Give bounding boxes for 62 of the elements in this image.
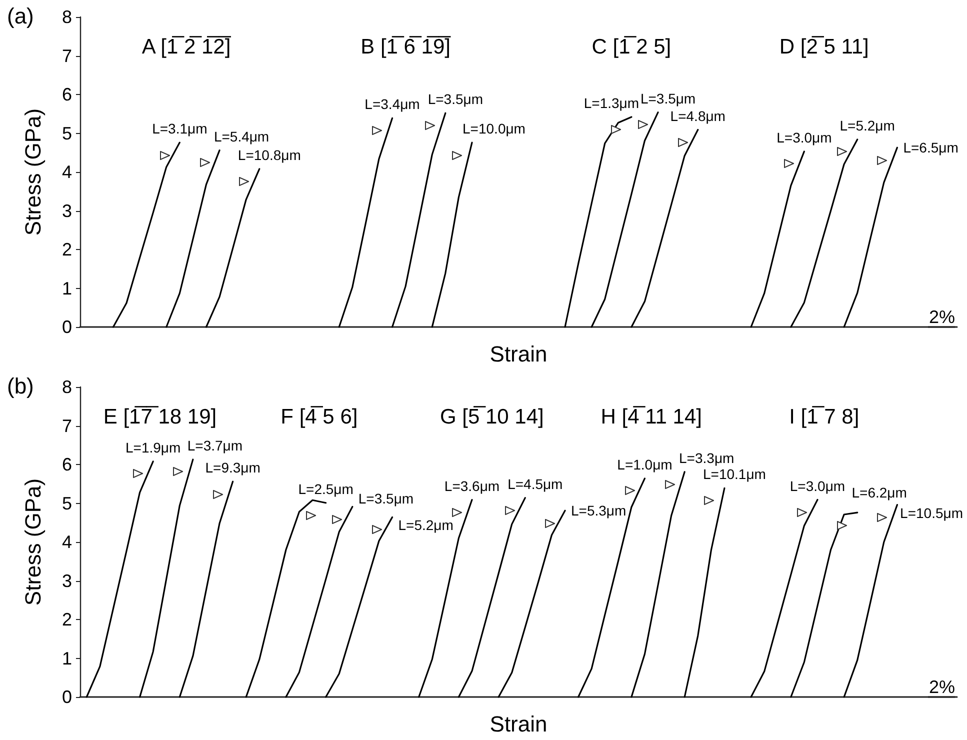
series-label: L=9.3μm [205,460,260,476]
series-label: L=10.8μm [238,146,301,163]
y-tick-label: 2 [62,610,72,630]
y-tick-label: 1 [62,278,72,298]
y-tick-label: 4 [62,532,72,552]
y-tick-label: 1 [62,648,72,668]
annotation: E [1̅7̅ 18 19] [103,406,217,428]
series-label: L=2.5μm [298,480,354,497]
y-tick-label: 3 [62,200,72,221]
y-tick-label: 0 [62,317,72,337]
annotation: 2% [928,307,955,327]
series-label: L=10.1μm [702,466,766,482]
annotation: D [2̅ 5 11] [779,36,869,58]
series-label: L=1.0μm [617,456,672,472]
annotation: G [5̅ 10 14] [440,406,544,428]
y-tick-label: 2 [62,240,72,260]
series-label: L=1.9μm [126,439,181,456]
y-tick-label: 6 [62,454,72,474]
series-label: L=3.5μm [428,91,483,108]
series-label: L=10.5μm [900,504,964,521]
x-axis-title: Strain [490,712,548,736]
series-label: L=5.4μm [214,128,270,144]
y-tick-label: 5 [62,123,72,144]
x-axis-title: Strain [490,342,548,366]
series-label: L=3.6μm [444,478,500,494]
series-label: L=3.3μm [679,450,734,466]
series-label: L=5.2μm [398,517,454,534]
y-tick-label: 4 [62,162,72,182]
y-axis-title: Stress (GPa) [20,108,46,236]
y-tick-label: 0 [62,687,72,707]
annotation: B [1̅ 6̅ 1̅9̅] [360,36,452,58]
y-tick-label: 8 [62,377,72,397]
series-label: L=3.0μm [776,129,832,146]
series-label: L=3.5μm [640,90,696,106]
series-label: L=3.1μm [152,120,208,137]
y-tick-label: 6 [62,84,72,104]
y-tick-label: 7 [62,416,72,436]
y-tick-label: 7 [62,46,72,66]
chart-title: (a) [7,4,34,28]
series-label: L=5.3μm [571,502,626,519]
y-axis-title: Stress (GPa) [20,478,46,606]
y-tick-label: 8 [62,7,72,27]
annotation: 2% [928,677,955,697]
series-label: L=3.0μm [790,478,846,494]
series-label: L=10.0μm [462,120,526,137]
annotation: F [4̅ 5 6] [280,406,358,428]
series-label: L=3.5μm [358,490,414,507]
annotation: H [4̅ 11 14] [600,406,702,428]
series-label: L=1.3μm [584,94,640,111]
series-label: L=4.8μm [670,108,726,124]
series-label: L=6.2μm [852,484,907,501]
y-tick-label: 5 [62,493,72,514]
chart-title: (b) [7,374,34,398]
annotation: I [1̅ 7 8] [789,406,860,428]
series-label: L=5.2μm [840,117,895,134]
y-tick-label: 3 [62,570,72,591]
series-label: L=6.5μm [903,140,958,156]
series-label: L=4.5μm [508,476,563,492]
series-label: L=3.7μm [187,437,243,454]
series-label: L=3.4μm [364,96,420,112]
annotation: C [1̅ 2 5] [592,36,672,58]
annotation: A [1̅ 2̅ 1̅2̅] [142,36,232,58]
